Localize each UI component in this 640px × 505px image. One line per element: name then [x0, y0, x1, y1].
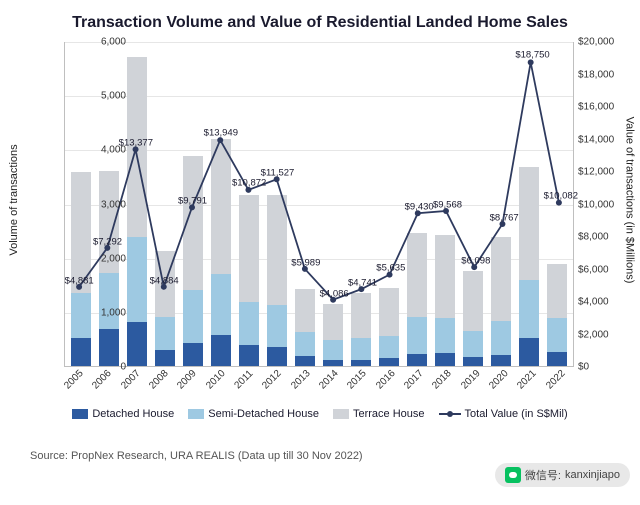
line-series-svg	[65, 42, 573, 366]
line-value-label: $5,989	[291, 257, 320, 268]
x-tick-label: 2022	[542, 366, 570, 394]
line-value-label: $10,872	[232, 178, 266, 189]
x-tick-label: 2010	[202, 366, 230, 394]
line-value-label: $13,949	[204, 128, 238, 139]
y-right-tick: $6,000	[578, 264, 609, 275]
line-value-label: $4,086	[320, 288, 349, 299]
line-value-label: $9,430	[405, 201, 434, 212]
line-value-label: $4,881	[65, 275, 94, 286]
y-right-tick: $20,000	[578, 37, 614, 48]
y-right-axis-label: Value of transactions (in $Millions)	[624, 117, 636, 284]
y-right-tick: $14,000	[578, 134, 614, 145]
chart-title: Transaction Volume and Value of Resident…	[0, 0, 640, 36]
y-right-tick: $16,000	[578, 102, 614, 113]
y-right-tick: $12,000	[578, 167, 614, 178]
legend-label: Semi-Detached House	[208, 408, 319, 420]
x-tick-label: 2012	[258, 366, 286, 394]
y-left-tick: 4,000	[78, 145, 126, 156]
y-left-tick: 2,000	[78, 253, 126, 264]
x-tick-label: 2014	[315, 366, 343, 394]
chart-legend: Detached House Semi-Detached House Terra…	[50, 408, 590, 420]
x-axis-labels: 2005200620072008200920102011201220132014…	[64, 370, 574, 381]
y-right-tick: $4,000	[578, 297, 609, 308]
legend-label: Total Value (in S$Mil)	[465, 408, 568, 420]
legend-line-icon	[439, 413, 461, 415]
line-value-label: $7,292	[93, 236, 122, 247]
x-tick-label: 2017	[400, 366, 428, 394]
overlay-prefix: 微信号:	[525, 467, 561, 483]
y-left-tick: 3,000	[78, 199, 126, 210]
y-left-tick: 5,000	[78, 91, 126, 102]
legend-item-detached: Detached House	[72, 408, 174, 420]
line-value-label: $4,884	[150, 275, 179, 286]
x-tick-label: 2016	[372, 366, 400, 394]
legend-item-terrace: Terrace House	[333, 408, 425, 420]
y-right-tick: $8,000	[578, 232, 609, 243]
wechat-overlay: 微信号: kanxinjiapo	[495, 463, 630, 487]
legend-item-total-value: Total Value (in S$Mil)	[439, 408, 568, 420]
x-tick-label: 2019	[457, 366, 485, 394]
line-value-label: $5,635	[376, 263, 405, 274]
x-tick-label: 2015	[343, 366, 371, 394]
y-right-tick: $2,000	[578, 329, 609, 340]
y-left-tick: 0	[78, 362, 126, 373]
legend-label: Detached House	[92, 408, 174, 420]
x-tick-label: 2013	[287, 366, 315, 394]
legend-swatch-icon	[333, 409, 349, 419]
line-value-label: $4,741	[348, 277, 377, 288]
y-right-tick: $10,000	[578, 199, 614, 210]
legend-item-semi: Semi-Detached House	[188, 408, 319, 420]
overlay-id: kanxinjiapo	[565, 469, 620, 481]
x-tick-label: 2021	[513, 366, 541, 394]
line-value-label: $18,750	[515, 50, 549, 61]
y-left-tick: 6,000	[78, 37, 126, 48]
line-value-label: $8,767	[490, 212, 519, 223]
line-value-label: $9,568	[433, 199, 462, 210]
x-tick-label: 2008	[145, 366, 173, 394]
source-attribution: Source: PropNex Research, URA REALIS (Da…	[30, 450, 363, 462]
x-tick-label: 2009	[173, 366, 201, 394]
legend-label: Terrace House	[353, 408, 425, 420]
x-tick-label: 2011	[230, 366, 258, 394]
line-value-label: $11,527	[261, 167, 295, 178]
x-tick-label: 2018	[428, 366, 456, 394]
wechat-icon	[505, 467, 521, 483]
y-right-tick: $18,000	[578, 69, 614, 80]
y-right-tick: $0	[578, 362, 589, 373]
y-left-tick: 1,000	[78, 307, 126, 318]
line-value-label: $9,791	[178, 195, 207, 206]
y-left-axis-label: Volume of transactions	[8, 144, 20, 255]
legend-swatch-icon	[188, 409, 204, 419]
x-tick-label: 2020	[485, 366, 513, 394]
legend-swatch-icon	[72, 409, 88, 419]
chart-plot-area: $4,881$7,292$13,377$4,884$9,791$13,949$1…	[64, 42, 574, 367]
line-value-label: $6,098	[461, 255, 490, 266]
line-value-label: $10,082	[544, 191, 578, 202]
